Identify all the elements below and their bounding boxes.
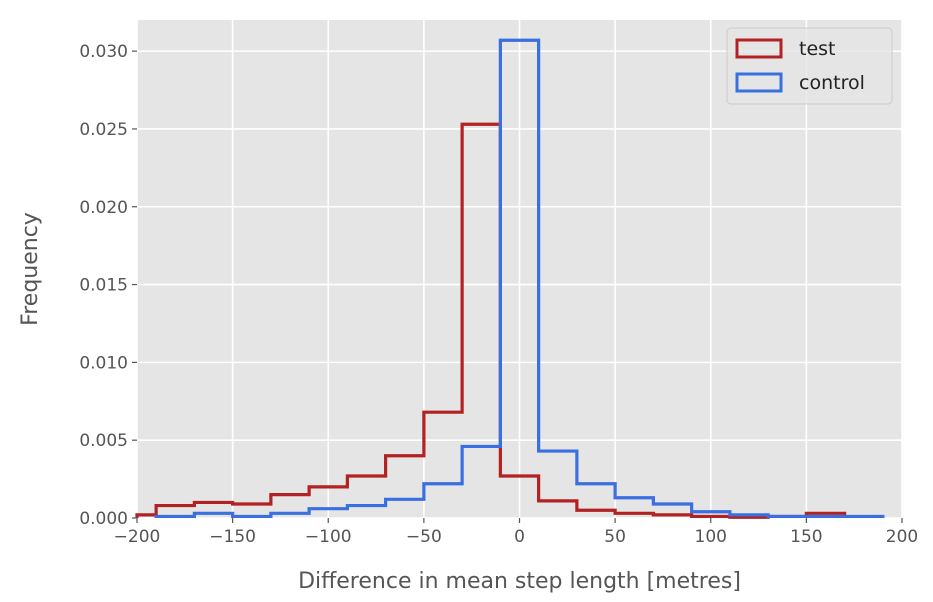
legend-label-test: test [799, 38, 836, 60]
y-tick-label: 0.025 [79, 120, 128, 140]
series-control-step-line [154, 38, 885, 519]
x-tick-label: −150 [209, 527, 256, 547]
x-tick-label: −100 [305, 527, 352, 547]
x-tick-label: −50 [406, 527, 442, 547]
x-tick-label: −200 [114, 527, 161, 547]
y-tick-label: 0.030 [79, 42, 128, 62]
x-tick-label: 0 [514, 527, 525, 547]
y-tick-label: 0.015 [79, 276, 128, 296]
legend-label-control: control [799, 72, 865, 94]
axis-ticks: −200 −150 −100 −50 0 50 100 150 200 0.000 0.005 0.0… [79, 42, 918, 547]
x-tick-label: 100 [695, 527, 727, 547]
x-tick-label: 50 [604, 527, 626, 547]
legend-swatch-test [735, 38, 783, 59]
y-tick-label: 0.005 [79, 431, 128, 451]
y-axis-label: Frequency [18, 212, 43, 326]
x-tick-label: 150 [790, 527, 822, 547]
legend-box [726, 27, 893, 105]
x-axis-label: Difference in mean step length [metres] [298, 569, 741, 594]
legend-swatch-control [735, 72, 783, 93]
legend: test control [726, 27, 893, 105]
y-tick-label: 0.010 [79, 353, 128, 373]
series-test-step-line [135, 122, 847, 519]
x-tick-label: 200 [886, 527, 918, 547]
y-tick-label: 0.000 [79, 509, 128, 529]
y-tick-label: 0.020 [79, 198, 128, 218]
histogram-series [135, 38, 885, 519]
